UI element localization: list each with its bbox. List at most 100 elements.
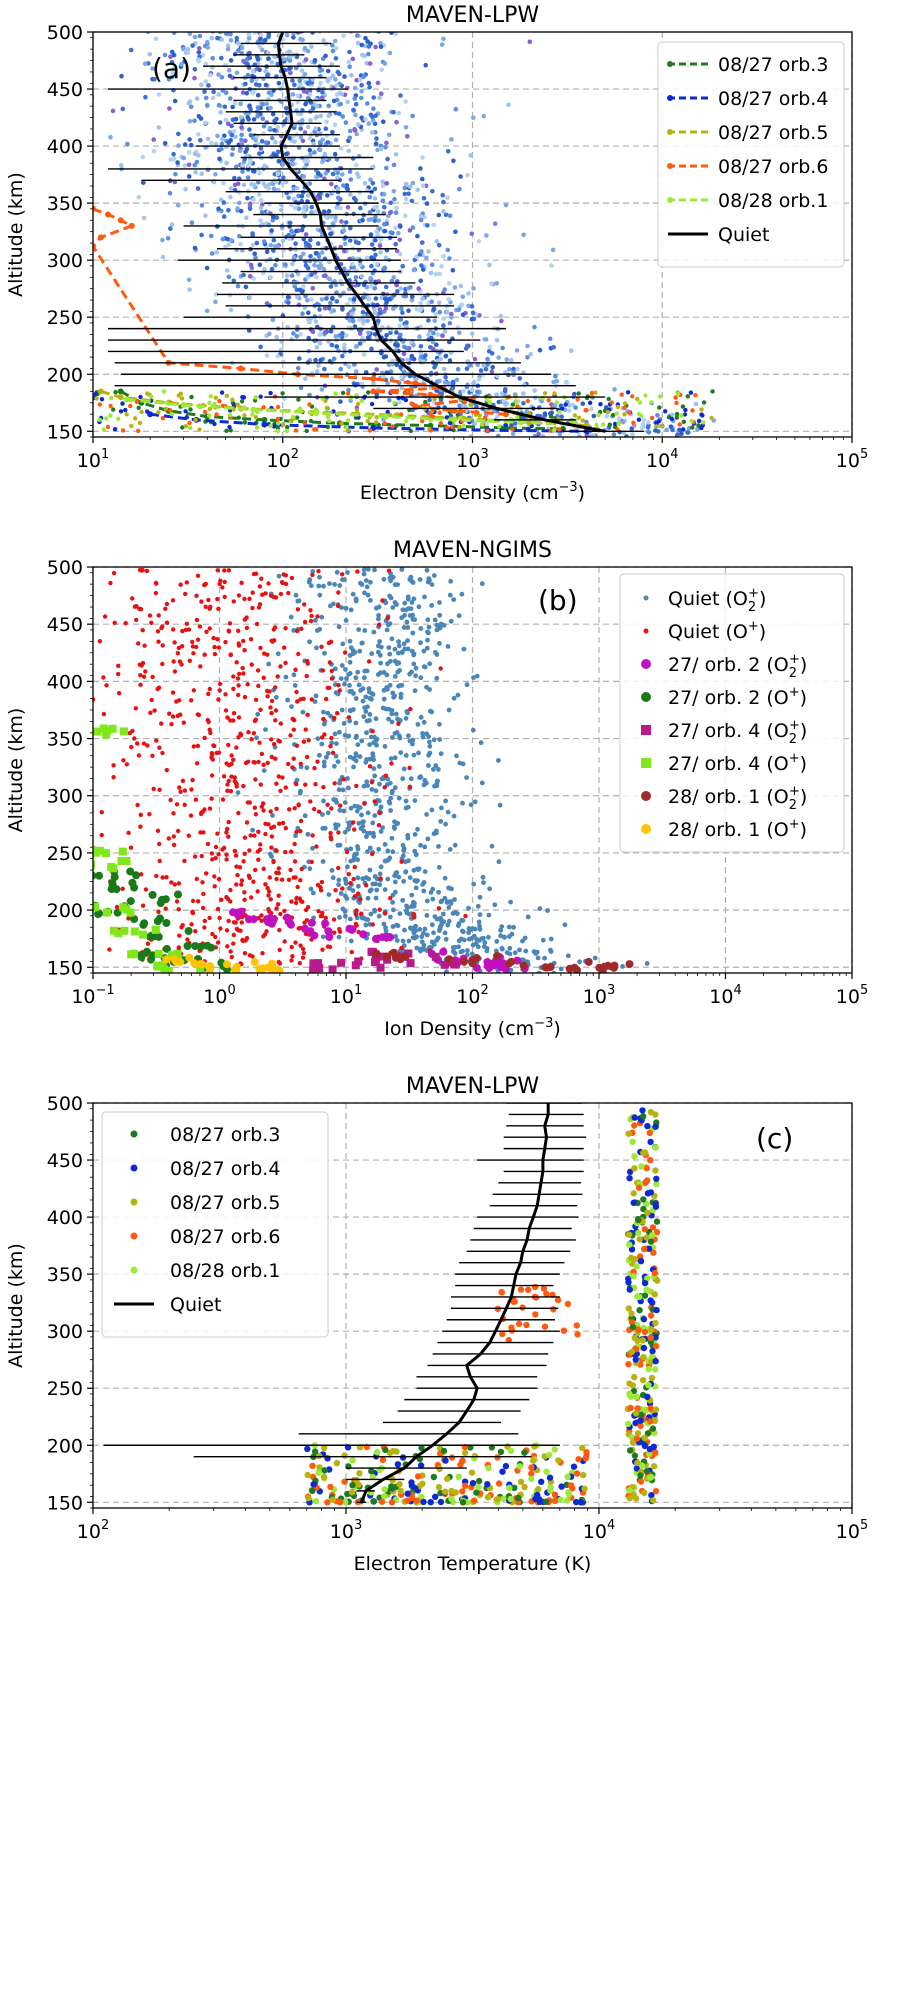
density-point — [472, 421, 478, 427]
density-point — [228, 194, 233, 200]
storm-point — [445, 955, 454, 964]
ion-point — [392, 785, 398, 791]
density-point — [166, 77, 172, 82]
ion-point — [240, 665, 245, 671]
storm-point — [241, 395, 247, 400]
ion-point — [333, 753, 339, 759]
density-point — [231, 278, 237, 284]
ion-point — [425, 836, 431, 842]
density-point — [449, 137, 454, 142]
density-point — [620, 419, 626, 425]
density-point — [192, 67, 198, 72]
ion-point — [126, 916, 131, 921]
y-tick-label: 400 — [47, 136, 83, 158]
ion-point — [259, 918, 264, 923]
density-point — [478, 368, 484, 373]
ion-point — [316, 583, 322, 589]
ion-point — [413, 673, 418, 679]
density-point — [340, 305, 345, 311]
ion-point — [274, 848, 279, 853]
ion-point — [416, 750, 421, 756]
ion-point — [229, 753, 234, 758]
density-point — [540, 433, 545, 437]
ion-point — [417, 927, 423, 932]
legend-label-end: ) — [800, 720, 807, 742]
storm-point — [616, 421, 621, 427]
density-point — [266, 186, 271, 191]
storm-point — [253, 415, 259, 420]
storm-point — [682, 412, 688, 417]
density-point — [387, 50, 393, 56]
density-point — [547, 336, 553, 342]
ion-point — [352, 649, 358, 655]
density-point — [612, 387, 617, 392]
density-point — [437, 271, 443, 277]
density-point — [318, 262, 323, 268]
ion-point — [289, 958, 294, 963]
density-point — [525, 343, 530, 349]
density-point — [182, 163, 188, 168]
ion-point — [213, 856, 218, 861]
density-point — [249, 78, 255, 83]
ion-point — [235, 872, 240, 878]
density-point — [420, 155, 425, 160]
density-point — [425, 223, 430, 228]
ion-point — [451, 597, 457, 602]
ion-point — [343, 605, 349, 611]
ion-point — [358, 897, 363, 902]
density-point — [611, 432, 617, 437]
density-point — [504, 357, 510, 362]
ion-point — [231, 920, 237, 925]
legend-label-sub: 2 — [789, 732, 797, 747]
density-point — [408, 184, 413, 189]
x-tick-exp: 0 — [227, 983, 235, 998]
ion-point — [276, 774, 281, 779]
storm-point — [637, 400, 643, 405]
storm-point — [309, 959, 318, 968]
legend-item: 08/27 orb.4 — [667, 88, 828, 110]
x-tick-base: 10 — [583, 986, 607, 1008]
ion-point — [350, 888, 356, 893]
x-tick-label: 104 — [646, 447, 678, 472]
ion-point — [239, 580, 244, 585]
ion-point — [280, 775, 285, 780]
ion-point — [253, 571, 259, 576]
density-point — [368, 177, 373, 182]
ion-point — [241, 783, 246, 789]
ion-point — [291, 628, 297, 633]
density-point — [532, 434, 538, 437]
density-point — [353, 162, 359, 168]
ion-point — [396, 795, 402, 801]
ion-point — [289, 944, 294, 950]
density-point — [301, 174, 307, 179]
density-point — [319, 250, 325, 255]
ion-point — [222, 594, 227, 600]
density-point — [318, 191, 323, 196]
ion-point — [366, 686, 372, 692]
density-point — [338, 101, 344, 107]
ion-point — [346, 872, 351, 877]
ion-point — [367, 830, 373, 836]
storm-point — [580, 418, 585, 423]
storm-point — [134, 399, 140, 404]
density-point — [262, 37, 268, 43]
density-point — [428, 270, 434, 276]
storm-series — [93, 724, 205, 973]
ion-point — [405, 638, 410, 643]
ion-point — [97, 639, 103, 644]
ion-point — [140, 903, 146, 908]
density-point — [156, 92, 162, 97]
density-point — [142, 61, 148, 66]
ion-point — [404, 910, 410, 916]
legend-marker — [667, 61, 673, 67]
ion-point — [376, 616, 381, 622]
ion-point — [316, 909, 321, 914]
ion-point — [160, 643, 165, 648]
density-point — [503, 387, 508, 392]
density-point — [363, 370, 369, 375]
ion-point — [396, 639, 401, 644]
storm-point — [368, 947, 377, 956]
density-point — [340, 114, 346, 119]
ion-point — [342, 829, 348, 835]
